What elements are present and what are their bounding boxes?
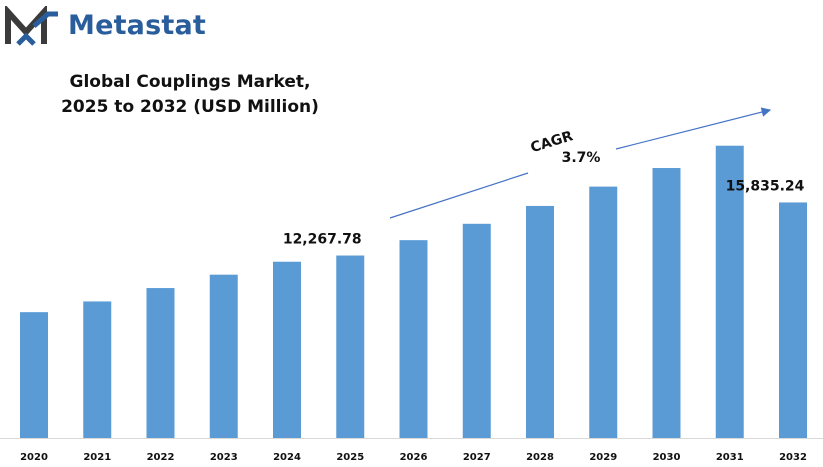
cagr-value: 3.7% — [562, 150, 601, 166]
chart-title-line-2: 2025 to 2032 (USD Million) — [61, 97, 319, 117]
x-tick-label-2020: 2020 — [20, 452, 48, 463]
cagr-arrow-segment-2 — [615, 107, 772, 150]
bar-2027 — [462, 223, 491, 438]
bar-2031 — [715, 145, 744, 439]
x-tick-label-2029: 2029 — [589, 452, 617, 463]
bar-2022 — [146, 288, 175, 438]
metastat-m-logo-icon — [5, 4, 58, 46]
x-tick-label-2031: 2031 — [716, 452, 744, 463]
x-tick-label-2024: 2024 — [273, 452, 301, 463]
chart-title: Global Couplings Market, 2025 to 2032 (U… — [40, 70, 340, 120]
x-tick-label-2032: 2032 — [779, 452, 807, 463]
bar-2023 — [209, 274, 238, 438]
x-tick-label-2025: 2025 — [336, 452, 364, 463]
bar-2030 — [652, 168, 681, 439]
bar-2029 — [589, 186, 618, 438]
bar-2026 — [399, 240, 428, 438]
data-label-2032: 15,835.24 — [726, 178, 805, 194]
x-tick-label-2022: 2022 — [147, 452, 175, 463]
bar-2025 — [336, 255, 365, 438]
x-tick-label-2023: 2023 — [210, 452, 238, 463]
x-tick-label-2030: 2030 — [653, 452, 681, 463]
bar-2020 — [20, 312, 48, 438]
data-label-2025: 12,267.78 — [283, 232, 362, 248]
x-tick-label-2027: 2027 — [463, 452, 491, 463]
x-tick-label-2026: 2026 — [400, 452, 428, 463]
x-tick-label-2028: 2028 — [526, 452, 554, 463]
chart-title-line-1: Global Couplings Market, — [69, 72, 311, 92]
cagr-arrow-segment-1 — [389, 172, 529, 219]
brand-logo: Metastat — [4, 4, 214, 48]
bar-2028 — [526, 205, 554, 438]
bar-2024 — [273, 261, 301, 438]
x-tick-label-2021: 2021 — [83, 452, 111, 463]
bar-2032 — [779, 202, 807, 438]
bar-2021 — [83, 301, 112, 438]
brand-name: Metastat — [68, 10, 207, 41]
